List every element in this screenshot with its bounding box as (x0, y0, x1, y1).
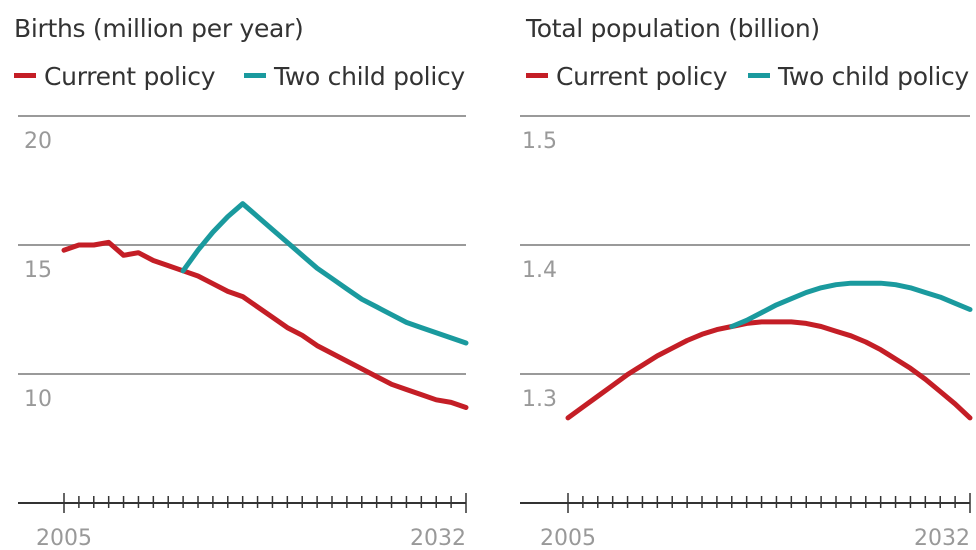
y-tick-label-20: 20 (24, 129, 52, 154)
legend-item-two-child-policy: Two child policy (244, 62, 465, 91)
y-tick-label-10: 10 (24, 387, 52, 412)
y-tick-label-1-4: 1.4 (522, 258, 557, 283)
series-line-current-policy (61, 239, 469, 410)
chart-title: Births (million per year) (14, 14, 304, 43)
y-tick-label-1-3: 1.3 (522, 387, 557, 412)
legend-item-current-policy: Current policy (526, 62, 728, 91)
population-chart: Total population (billion) Current polic… (488, 0, 976, 550)
legend-swatch-two-child-policy (748, 72, 770, 78)
x-tick-label-2005: 2005 (540, 526, 596, 550)
chart-title: Total population (billion) (526, 14, 820, 43)
legend-swatch-current-policy (526, 72, 548, 78)
births-plot: 20 15 10 2005 2032 (18, 115, 469, 550)
legend-label-two-child-policy: Two child policy (778, 62, 969, 91)
legend-swatch-current-policy (14, 72, 36, 78)
series-line-two-child-policy (180, 201, 469, 346)
legend-label-two-child-policy: Two child policy (274, 62, 465, 91)
y-tick-label-1-5: 1.5 (522, 129, 557, 154)
y-tick-label-15: 15 (24, 258, 52, 283)
legend-label-current-policy: Current policy (556, 62, 728, 91)
x-axis-ticks (63, 493, 467, 513)
x-axis-ticks (567, 493, 971, 513)
series-line-current-policy (565, 319, 973, 421)
legend-label-current-policy: Current policy (44, 62, 216, 91)
population-plot: 1.5 1.4 1.3 2005 2032 (520, 115, 973, 550)
legend-swatch-two-child-policy (244, 72, 266, 78)
legend-item-two-child-policy: Two child policy (748, 62, 969, 91)
x-tick-label-2005: 2005 (36, 526, 92, 550)
series-line-two-child-policy (729, 280, 973, 329)
x-tick-label-2032: 2032 (410, 526, 466, 550)
legend-item-current-policy: Current policy (14, 62, 216, 91)
x-tick-label-2032: 2032 (914, 526, 970, 550)
births-chart: Births (million per year) Current policy… (14, 14, 469, 550)
